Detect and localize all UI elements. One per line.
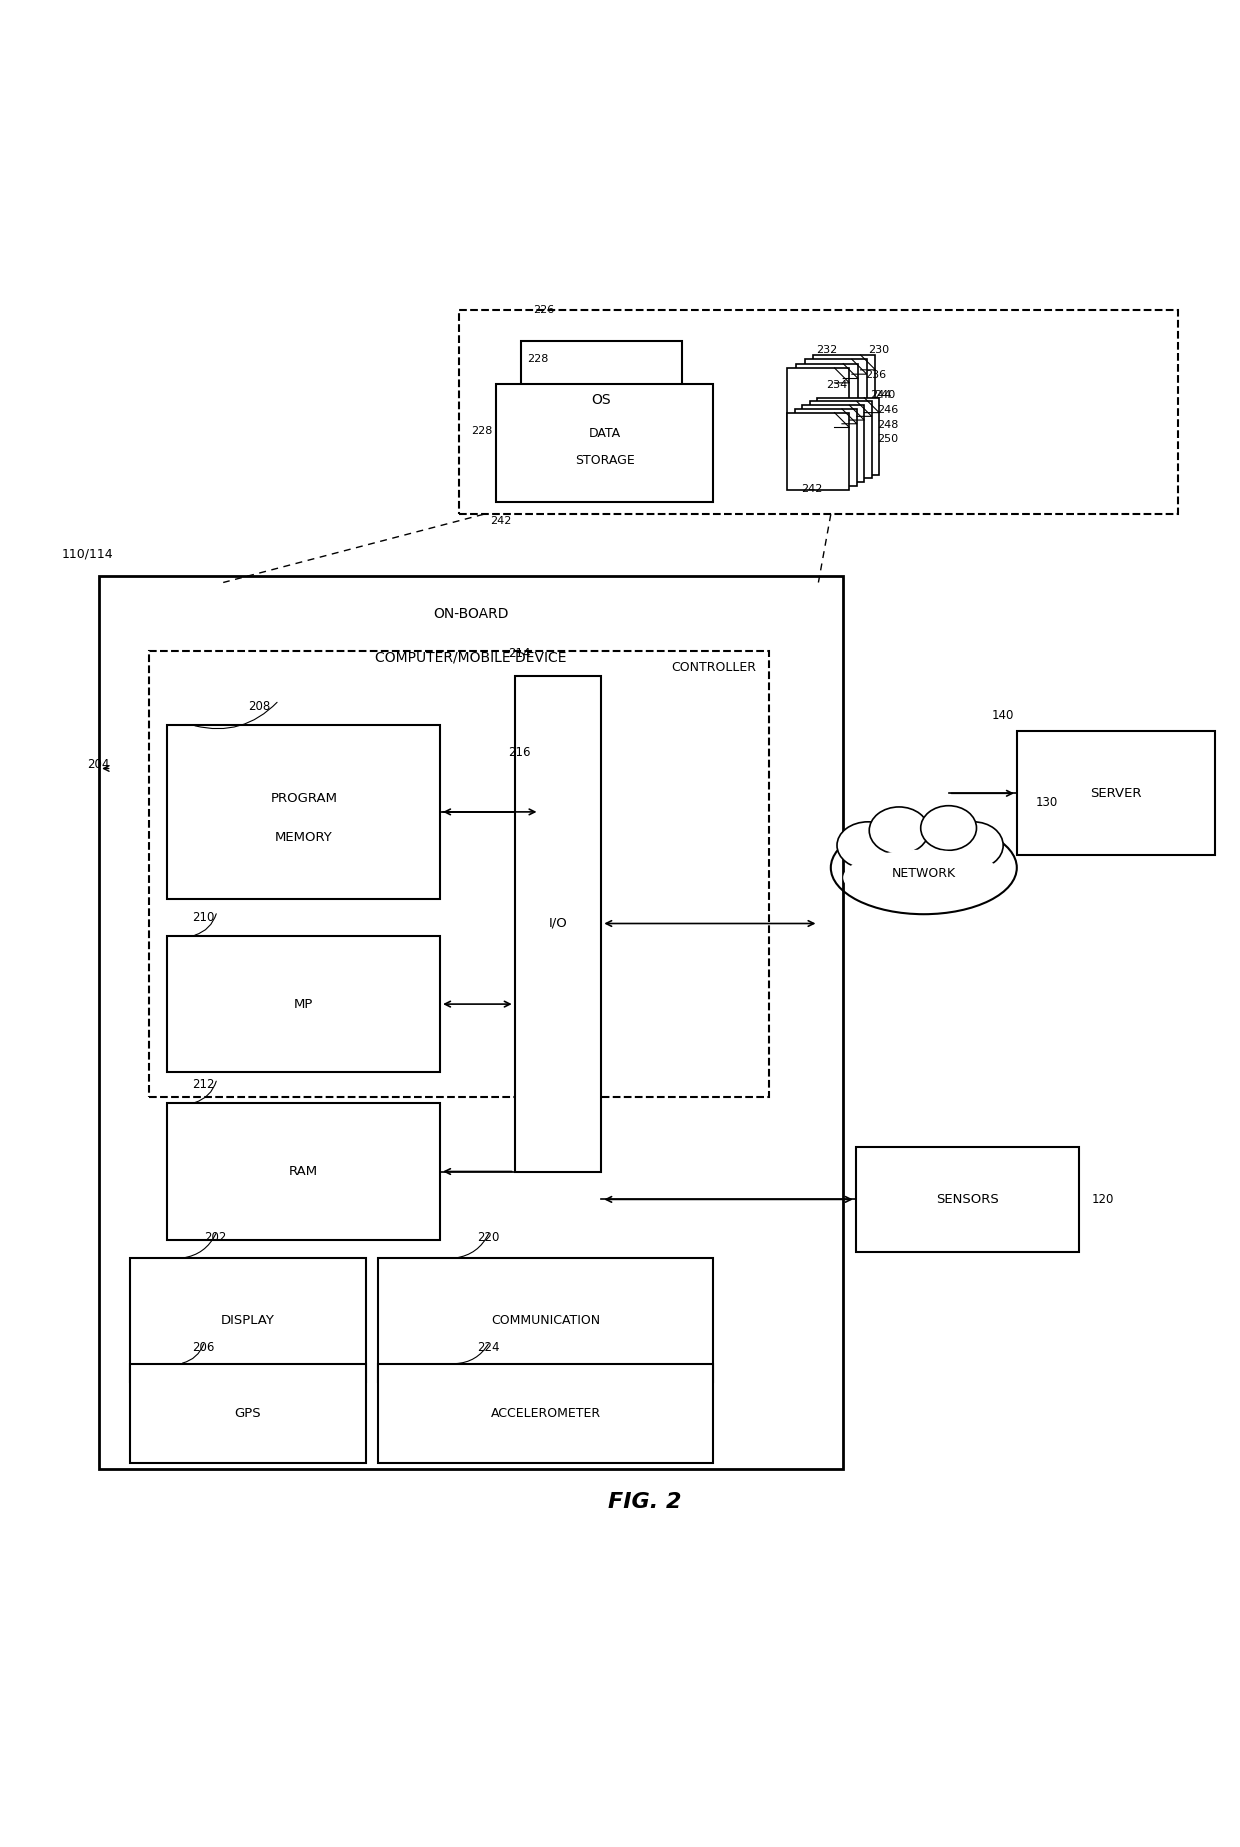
Ellipse shape (869, 807, 929, 853)
Text: 250: 250 (877, 434, 898, 445)
Text: 230: 230 (868, 345, 889, 355)
FancyBboxPatch shape (130, 1363, 366, 1463)
Text: 236: 236 (866, 369, 887, 380)
Text: RAM: RAM (289, 1165, 319, 1178)
Text: 228: 228 (527, 355, 548, 364)
Text: COMPUTER/MOBILE DEVICE: COMPUTER/MOBILE DEVICE (376, 650, 567, 665)
Text: 232: 232 (816, 345, 837, 355)
Text: 206: 206 (192, 1341, 215, 1354)
Text: MP: MP (294, 997, 314, 1010)
Ellipse shape (879, 837, 968, 899)
Text: 208: 208 (248, 700, 270, 713)
Text: PROGRAM: PROGRAM (270, 792, 337, 805)
Ellipse shape (920, 805, 977, 850)
FancyBboxPatch shape (805, 360, 867, 440)
Ellipse shape (837, 822, 899, 868)
FancyBboxPatch shape (802, 404, 864, 482)
Text: DISPLAY: DISPLAY (221, 1313, 275, 1326)
Text: STORAGE: STORAGE (574, 454, 635, 467)
Text: I/O: I/O (548, 916, 568, 931)
Text: 220: 220 (477, 1230, 500, 1243)
Text: COMMUNICATION: COMMUNICATION (491, 1313, 600, 1326)
Text: 212: 212 (192, 1079, 215, 1092)
Text: NETWORK: NETWORK (892, 868, 956, 881)
Text: FIG. 2: FIG. 2 (608, 1492, 682, 1513)
Text: 246: 246 (877, 404, 898, 414)
FancyBboxPatch shape (521, 340, 682, 458)
FancyBboxPatch shape (99, 576, 843, 1468)
Text: 244: 244 (870, 390, 892, 399)
FancyBboxPatch shape (378, 1363, 713, 1463)
FancyBboxPatch shape (1017, 731, 1215, 855)
Text: 110/114: 110/114 (62, 549, 114, 561)
FancyBboxPatch shape (787, 412, 849, 489)
FancyBboxPatch shape (795, 408, 857, 486)
Text: CONTROLLER: CONTROLLER (671, 661, 756, 674)
FancyBboxPatch shape (787, 368, 849, 449)
FancyBboxPatch shape (515, 676, 601, 1171)
Ellipse shape (944, 822, 1003, 868)
FancyBboxPatch shape (459, 310, 1178, 513)
Text: 202: 202 (205, 1230, 227, 1243)
Text: 120: 120 (1091, 1193, 1114, 1206)
Text: 214: 214 (508, 646, 531, 659)
FancyBboxPatch shape (813, 355, 875, 436)
Text: 234: 234 (826, 380, 847, 390)
Text: MEMORY: MEMORY (275, 831, 332, 844)
Text: GPS: GPS (234, 1407, 262, 1420)
Text: 226: 226 (533, 305, 554, 316)
FancyBboxPatch shape (167, 726, 440, 899)
Text: 224: 224 (477, 1341, 500, 1354)
Text: 228: 228 (471, 425, 492, 436)
Text: DATA: DATA (589, 427, 620, 440)
FancyBboxPatch shape (796, 364, 858, 445)
Text: 210: 210 (192, 911, 215, 924)
Text: 216: 216 (508, 746, 531, 759)
FancyBboxPatch shape (378, 1258, 713, 1382)
Text: SERVER: SERVER (1090, 787, 1142, 800)
Text: 204: 204 (87, 759, 109, 772)
FancyBboxPatch shape (167, 936, 440, 1073)
Text: 242: 242 (801, 484, 822, 493)
FancyBboxPatch shape (496, 384, 713, 502)
FancyBboxPatch shape (856, 1147, 1079, 1252)
Text: ACCELEROMETER: ACCELEROMETER (491, 1407, 600, 1420)
Text: 240: 240 (874, 390, 895, 399)
Text: ON-BOARD: ON-BOARD (434, 608, 508, 621)
Text: 130: 130 (1035, 796, 1058, 809)
Ellipse shape (843, 850, 1004, 905)
FancyBboxPatch shape (167, 1103, 440, 1239)
Text: SENSORS: SENSORS (936, 1193, 998, 1206)
FancyBboxPatch shape (810, 401, 872, 478)
Text: 140: 140 (992, 709, 1014, 722)
FancyBboxPatch shape (130, 1258, 366, 1382)
FancyBboxPatch shape (149, 650, 769, 1097)
Text: OS: OS (591, 393, 611, 406)
FancyBboxPatch shape (817, 397, 879, 475)
Text: 248: 248 (877, 419, 898, 430)
Text: 242: 242 (490, 515, 511, 526)
